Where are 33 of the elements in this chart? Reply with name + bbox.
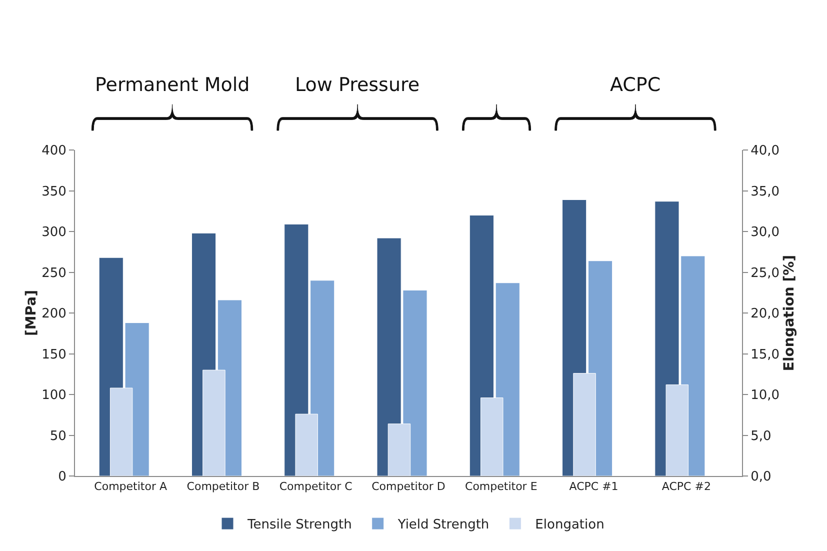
y-tick-label: 400 bbox=[42, 144, 66, 159]
legend-label: Tensile Strength bbox=[246, 518, 352, 533]
x-tick-label: Competitor A bbox=[94, 480, 168, 494]
text: Permanent Mold bbox=[95, 74, 250, 96]
y-tick-label: 300 bbox=[42, 225, 66, 240]
y2-tick-label: 40,0 bbox=[750, 144, 780, 159]
y2-tick-label: 10,0 bbox=[750, 388, 780, 404]
y-tick-label: 250 bbox=[42, 266, 66, 281]
x-tick-label: Competitor D bbox=[372, 480, 446, 494]
y2-tick-label: 35,0 bbox=[750, 184, 780, 200]
y2-tick-label: 20,0 bbox=[750, 306, 780, 322]
y-tick-label: 0 bbox=[58, 470, 66, 485]
y-tick-label: 350 bbox=[42, 184, 66, 200]
y-tick-label: 50 bbox=[50, 428, 66, 444]
y2-tick-label: 0,0 bbox=[750, 470, 772, 485]
legend-label: Elongation bbox=[535, 518, 604, 533]
x-tick-label: Competitor E bbox=[465, 480, 538, 494]
x-tick-label: ACPC #2 bbox=[662, 480, 711, 494]
y-tick-label: 150 bbox=[42, 347, 66, 362]
y2-tick-label: 15,0 bbox=[750, 347, 780, 362]
y-tick-label: 200 bbox=[42, 306, 66, 322]
y-axis-title: [MPa] bbox=[24, 290, 40, 336]
x-tick-label: Competitor B bbox=[186, 480, 260, 494]
y2-tick-label: 30,0 bbox=[750, 225, 780, 240]
y-tick-label: 100 bbox=[42, 388, 66, 404]
legend-label: Yield Strength bbox=[396, 518, 490, 533]
y2-axis-title: Elongation [%] bbox=[782, 254, 798, 372]
text: ACPC bbox=[610, 74, 661, 96]
text: Low Pressure bbox=[295, 74, 420, 96]
x-tick-label: Competitor C bbox=[279, 480, 353, 494]
y2-tick-label: 25,0 bbox=[750, 266, 780, 281]
x-tick-label: ACPC #1 bbox=[569, 480, 618, 494]
y2-tick-label: 5,0 bbox=[750, 428, 772, 444]
